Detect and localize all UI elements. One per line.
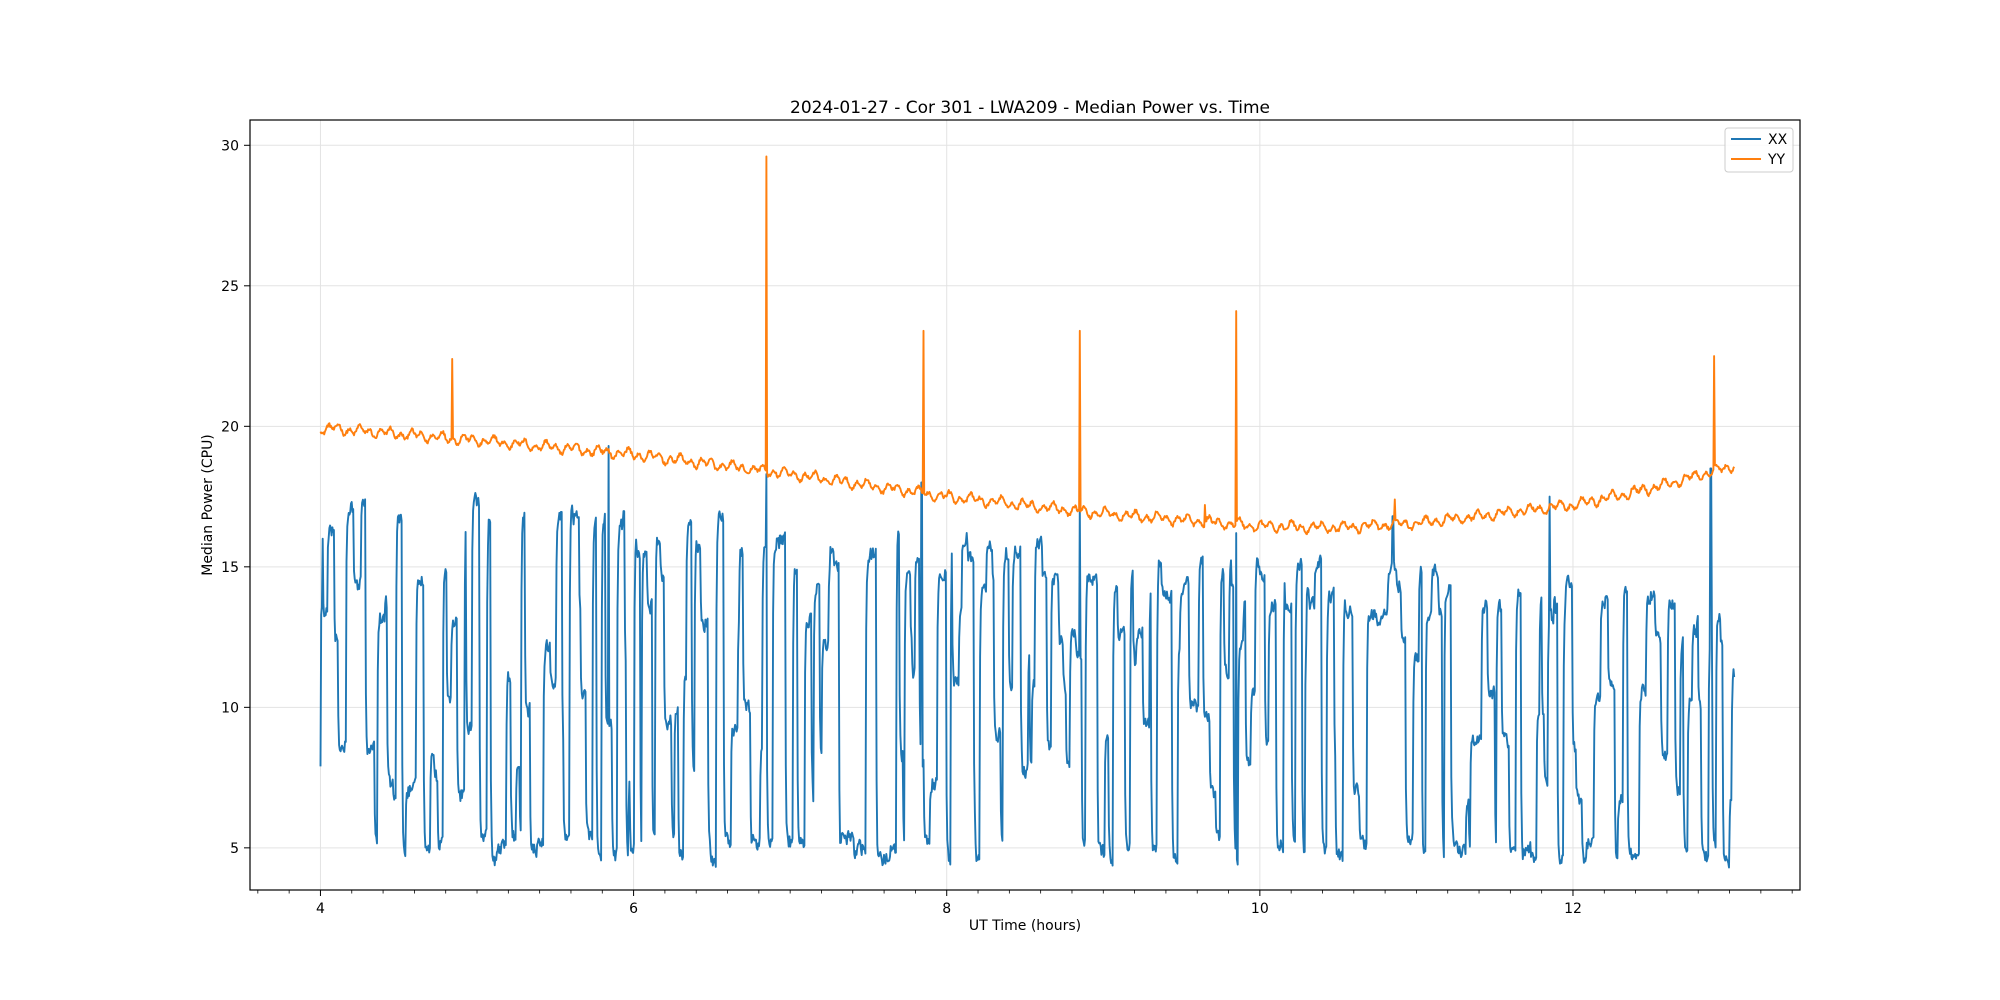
y-tick-label: 10 bbox=[221, 700, 239, 716]
x-tick-label: 6 bbox=[629, 901, 638, 917]
plot-lines bbox=[319, 155, 1736, 869]
y-tick-label: 25 bbox=[221, 279, 239, 295]
series-line-yy bbox=[319, 155, 1736, 536]
legend-label-xx: XX bbox=[1768, 132, 1788, 148]
plot-frame bbox=[249, 119, 1801, 891]
y-tick-label: 30 bbox=[221, 138, 239, 154]
x-axis-title: UT Time (hours) bbox=[969, 918, 1081, 934]
series-line-xx bbox=[319, 445, 1736, 869]
y-axis-title: Median Power (CPU) bbox=[200, 434, 216, 576]
legend-label-yy: YY bbox=[1767, 152, 1786, 168]
x-tick-label: 4 bbox=[316, 901, 325, 917]
y-tick-label: 20 bbox=[221, 419, 239, 435]
chart-title: 2024-01-27 - Cor 301 - LWA209 - Median P… bbox=[790, 98, 1270, 118]
grid bbox=[250, 120, 1800, 890]
x-tick-label: 12 bbox=[1564, 901, 1582, 917]
x-tick-label: 10 bbox=[1251, 901, 1269, 917]
x-tick-label: 8 bbox=[942, 901, 951, 917]
legend: XX YY bbox=[1724, 127, 1794, 173]
axis-ticks: 4 6 8 10 12 5 10 15 20 25 30 bbox=[221, 138, 1793, 917]
y-tick-label: 5 bbox=[230, 841, 239, 857]
y-tick-label: 15 bbox=[221, 560, 239, 576]
